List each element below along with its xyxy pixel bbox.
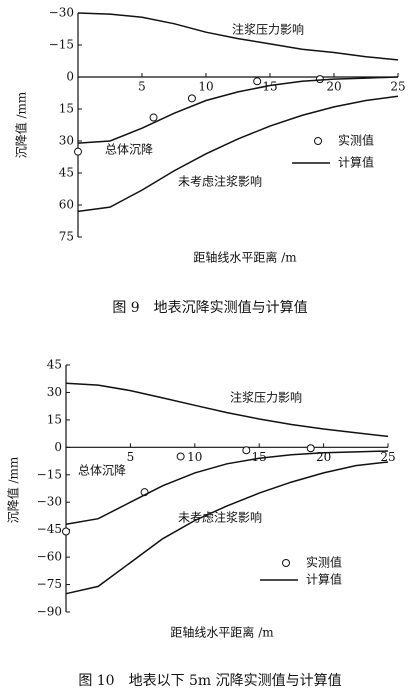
- measured-point: [176, 452, 185, 461]
- x-tick-label: 20: [326, 80, 341, 94]
- y-tick-label: 15: [47, 412, 62, 426]
- x-tick-label: 15: [252, 450, 267, 464]
- y-tick-label: −30: [37, 495, 62, 509]
- computed-curve: [77, 12, 399, 61]
- y-tick-label: −60: [37, 550, 62, 564]
- legend-label: 实测值: [338, 133, 374, 148]
- y-tick-label: 30: [47, 385, 62, 399]
- y-tick-label: 15: [59, 102, 74, 116]
- y-tick-label: 45: [59, 166, 74, 180]
- curve-label: 总体沉降: [105, 143, 153, 157]
- y-tick-label: 0: [66, 70, 74, 84]
- measured-point: [253, 77, 262, 86]
- x-tick-label: 10: [198, 80, 213, 94]
- x-tick-label: 5: [138, 80, 146, 94]
- measured-point: [62, 527, 70, 536]
- x-axis-label: 距轴线水平距离 /m: [170, 625, 274, 640]
- legend-label: 计算值: [338, 155, 374, 170]
- computed-curve: [65, 450, 389, 525]
- y-tick-label: 60: [59, 198, 74, 212]
- curve-label: 未考虑注浆影响: [178, 174, 262, 189]
- curve-label: 未考虑注浆影响: [178, 510, 262, 525]
- chart-title: 图 9 地表沉降实测值与计算值: [112, 300, 307, 316]
- legend-marker: [314, 137, 322, 145]
- computed-curve: [77, 95, 399, 213]
- curve-label: 注浆压力影响: [232, 22, 304, 37]
- measured-point: [74, 147, 82, 156]
- legend-marker: [282, 559, 290, 567]
- x-tick-label: 25: [390, 80, 405, 94]
- computed-curve: [65, 461, 389, 595]
- y-tick-label: 75: [59, 230, 74, 244]
- x-tick-label: 5: [127, 450, 135, 464]
- y-tick-label: −90: [37, 605, 62, 619]
- y-tick-label: −30: [49, 6, 74, 20]
- x-axis-label: 距轴线水平距离 /m: [193, 250, 297, 265]
- x-tick-label: 15: [262, 80, 277, 94]
- measured-point: [242, 446, 251, 455]
- computed-curve: [65, 382, 389, 438]
- y-axis-label: 沉降值 /mm: [14, 91, 29, 158]
- curve-label: 注浆压力影响: [230, 390, 302, 405]
- y-tick-label: −15: [37, 467, 62, 481]
- x-tick-label: 10: [187, 450, 202, 464]
- computed-curve: [77, 76, 399, 144]
- measured-point: [149, 113, 158, 122]
- chart-title: 图 10 地表以下 5m 沉降实测值与计算值: [78, 673, 341, 689]
- y-tick-label: 45: [47, 358, 62, 372]
- measured-point: [187, 94, 196, 103]
- y-tick-label: 0: [54, 440, 62, 454]
- legend-label: 计算值: [306, 572, 342, 587]
- y-tick-label: −75: [37, 577, 62, 591]
- y-tick-label: −15: [49, 38, 74, 52]
- legend-label: 实测值: [306, 555, 342, 570]
- x-tick-label: 25: [380, 450, 395, 464]
- measured-point: [315, 75, 324, 84]
- y-tick-label: 30: [59, 134, 74, 148]
- measured-point: [306, 444, 315, 453]
- curve-label: 总体沉降: [78, 464, 126, 478]
- y-tick-label: −45: [37, 522, 62, 536]
- y-axis-label: 沉降值 /mm: [6, 456, 21, 523]
